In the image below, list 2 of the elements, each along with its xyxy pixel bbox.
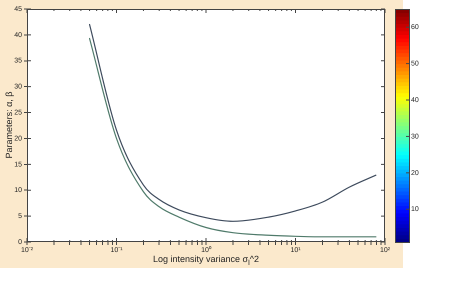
x-axis-title: Log intensity variance σ$_{l}$^2 (152, 254, 260, 267)
y-axis-title: Parameters: α, β (4, 92, 14, 158)
